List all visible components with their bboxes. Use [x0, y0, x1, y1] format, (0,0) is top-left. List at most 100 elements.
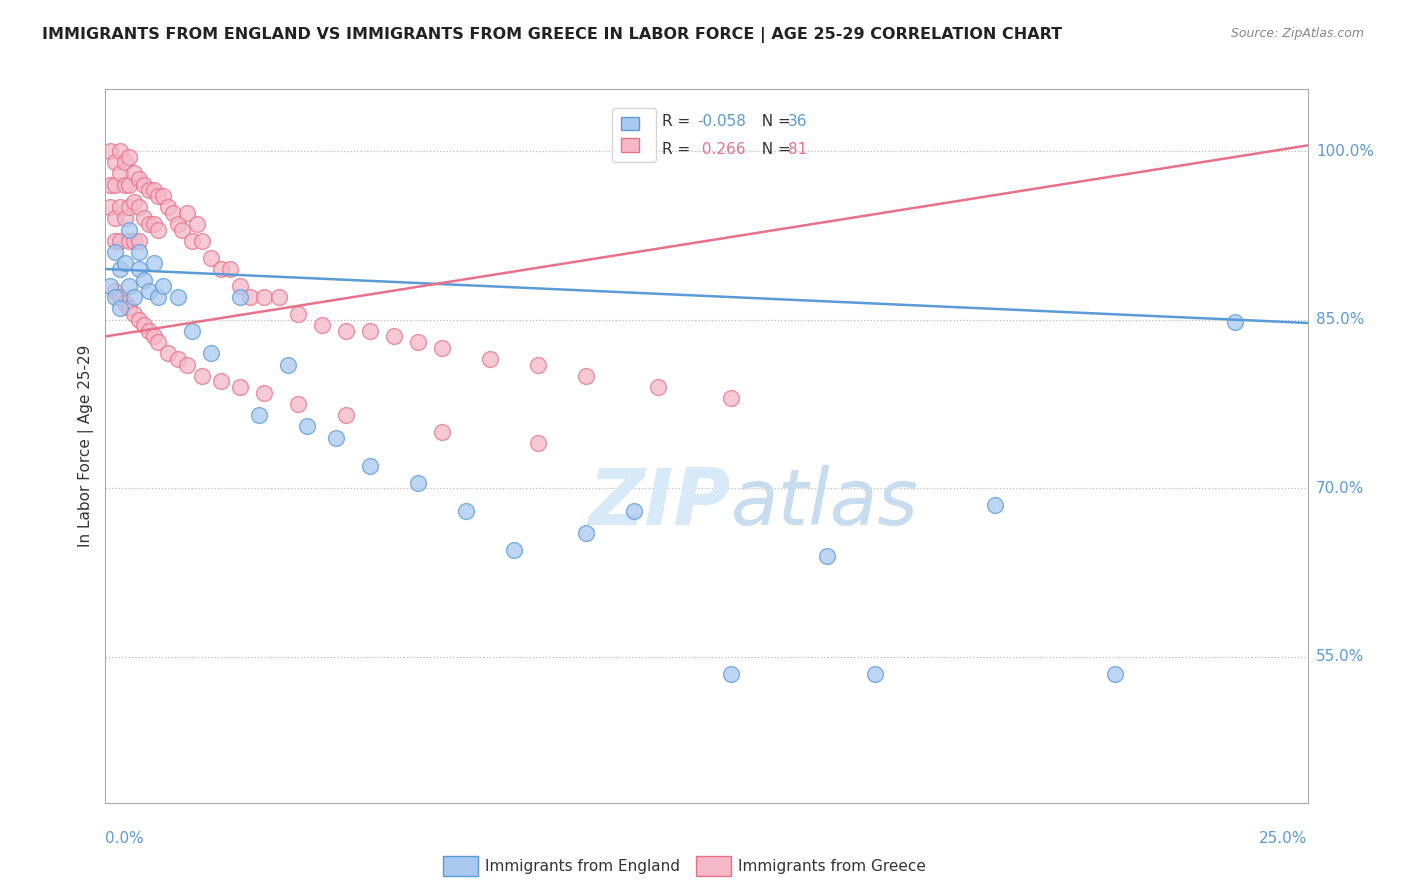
Point [247, 408, 270, 422]
Point [118, 222, 141, 236]
Point [181, 234, 204, 248]
Point [623, 503, 645, 517]
Point [267, 290, 290, 304]
Text: 36: 36 [789, 114, 808, 128]
Point [406, 475, 429, 490]
Point [118, 200, 141, 214]
Point [124, 290, 146, 304]
Point [209, 262, 232, 277]
Point [104, 290, 127, 304]
Text: IMMIGRANTS FROM ENGLAND VS IMMIGRANTS FROM GREECE IN LABOR FORCE | AGE 25-29 COR: IMMIGRANTS FROM ENGLAND VS IMMIGRANTS FR… [42, 27, 1063, 43]
Point [162, 206, 184, 220]
Point [190, 234, 212, 248]
Point [239, 290, 262, 304]
Point [277, 358, 299, 372]
Legend: , : , [612, 108, 657, 162]
Point [359, 324, 381, 338]
Text: 0.0%: 0.0% [105, 830, 145, 846]
Point [104, 155, 127, 169]
Point [108, 200, 131, 214]
Point [114, 295, 136, 310]
Point [114, 256, 136, 270]
Text: 85.0%: 85.0% [1316, 312, 1364, 327]
Point [166, 217, 188, 231]
Point [142, 183, 165, 197]
Point [430, 341, 453, 355]
Point [98, 200, 121, 214]
Point [98, 178, 121, 192]
Point [190, 368, 212, 383]
Point [335, 408, 357, 422]
Text: 55.0%: 55.0% [1316, 649, 1364, 665]
Point [108, 234, 131, 248]
Point [98, 278, 121, 293]
Point [200, 346, 222, 360]
Point [118, 278, 141, 293]
Point [720, 391, 742, 405]
Point [166, 290, 188, 304]
Text: 70.0%: 70.0% [1316, 481, 1364, 496]
Point [454, 503, 477, 517]
Point [128, 245, 150, 260]
Point [118, 234, 141, 248]
Point [209, 375, 232, 389]
Point [148, 222, 170, 236]
Text: N =: N = [752, 143, 796, 157]
Point [253, 385, 276, 400]
Point [815, 549, 838, 563]
Point [287, 307, 309, 321]
Text: 81: 81 [789, 143, 807, 157]
Text: 0.266: 0.266 [697, 143, 745, 157]
Text: 25.0%: 25.0% [1260, 830, 1308, 846]
Point [104, 285, 127, 299]
Point [575, 526, 598, 541]
Point [156, 346, 179, 360]
Point [118, 150, 141, 164]
Point [172, 222, 194, 236]
Point [104, 245, 127, 260]
Text: 100.0%: 100.0% [1316, 144, 1374, 159]
Text: Source: ZipAtlas.com: Source: ZipAtlas.com [1230, 27, 1364, 40]
Point [219, 262, 242, 277]
Point [527, 358, 550, 372]
Point [359, 458, 381, 473]
Point [128, 312, 150, 326]
Point [138, 285, 160, 299]
Point [108, 290, 131, 304]
Text: Immigrants from Greece: Immigrants from Greece [738, 859, 927, 873]
Point [142, 329, 165, 343]
Point [176, 358, 198, 372]
Point [108, 166, 131, 180]
Point [181, 324, 204, 338]
Text: R =: R = [662, 143, 695, 157]
Point [148, 189, 170, 203]
Point [114, 211, 136, 226]
Point [104, 211, 127, 226]
Point [1225, 315, 1247, 329]
Text: Immigrants from England: Immigrants from England [485, 859, 681, 873]
Point [132, 318, 155, 333]
Point [335, 324, 357, 338]
Point [132, 273, 155, 287]
Text: ZIP: ZIP [588, 465, 731, 541]
Point [325, 431, 347, 445]
Point [382, 329, 405, 343]
Point [575, 368, 598, 383]
Point [1104, 666, 1126, 681]
Point [503, 543, 526, 558]
Point [142, 256, 165, 270]
Point [124, 166, 146, 180]
Point [104, 234, 127, 248]
Point [253, 290, 276, 304]
Point [138, 324, 160, 338]
Point [114, 155, 136, 169]
Point [430, 425, 453, 439]
Point [104, 178, 127, 192]
Point [114, 178, 136, 192]
Point [132, 211, 155, 226]
Text: N =: N = [752, 114, 796, 128]
Point [176, 206, 198, 220]
Point [527, 436, 550, 450]
Text: atlas: atlas [731, 465, 918, 541]
Point [128, 234, 150, 248]
